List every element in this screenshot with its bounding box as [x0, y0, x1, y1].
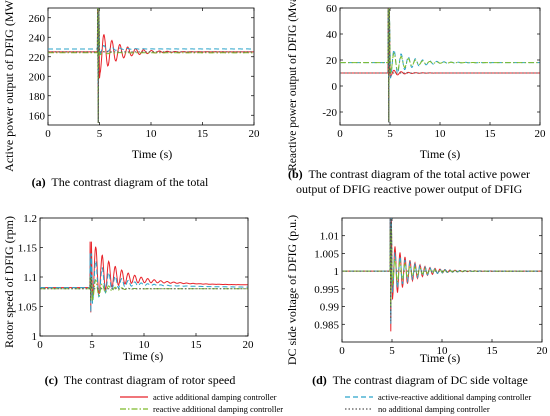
y-tick-label: 160: [29, 110, 46, 122]
legend-label-active: active additional damping controller: [153, 392, 277, 402]
plot-a: 0 5 10 15 20 160 180 200 220 240 260: [29, 7, 261, 140]
plot-d: 0 5 10 15 20 0.985 0.99 0.995 1 1.005 1.01: [314, 217, 549, 357]
plot-b-lines: [340, 8, 540, 123]
panel-d-xlabel: Time (s): [420, 351, 461, 365]
x-tick-label: 10: [139, 339, 151, 351]
plot-c-lines: [40, 241, 248, 313]
y-tick-label: 260: [29, 13, 46, 25]
panel-c-caption: (c) The contrast diagram of rotor speed: [45, 373, 236, 387]
series-line-active: [40, 241, 248, 313]
y-tick-label: -20: [322, 107, 337, 119]
y-tick-label: 1.05: [18, 302, 38, 314]
panel-a-caption-text: The contrast diagram of the total: [51, 175, 209, 189]
panel-c-caption-tag: (c): [45, 373, 58, 387]
y-tick-label: 0.995: [314, 284, 339, 296]
panel-c-caption-text: The contrast diagram of rotor speed: [64, 373, 236, 387]
x-tick-label: 15: [487, 345, 499, 357]
x-tick-label: 0: [339, 345, 345, 357]
plot-a-lines: [48, 8, 254, 124]
y-tick-label: 1.2: [23, 213, 37, 225]
panel-b-ylabel: Reactive power output of DFIG (Mvar): [287, 0, 299, 171]
panel-d-caption: (d) The contrast diagram of DC side volt…: [312, 373, 528, 387]
y-tick-label: 1.005: [314, 248, 339, 260]
y-tick-label: 1.01: [320, 231, 339, 243]
series-line-none: [342, 218, 542, 321]
y-tick-label: 0.99: [320, 302, 340, 314]
series-line-active-reactive: [48, 8, 254, 124]
x-tick-label: 20: [535, 128, 547, 140]
x-tick-label: 20: [249, 128, 261, 140]
panel-a: Active power output of DFIG (MW) Time (s…: [2, 0, 209, 189]
x-tick-label: 5: [97, 128, 103, 140]
x-tick-label: 20: [537, 345, 549, 357]
series-line-active: [48, 8, 254, 124]
y-tick-label: 0: [332, 81, 338, 93]
x-tick-label: 10: [146, 128, 158, 140]
x-tick-label: 0: [45, 128, 51, 140]
x-tick-label: 5: [387, 128, 393, 140]
panel-c-ylabel: Rotor speed of DFIG (rpm): [2, 216, 16, 348]
x-tick-label: 10: [437, 345, 449, 357]
x-tick-label: 0: [37, 339, 43, 351]
panel-b-caption: (b) The contrast diagram of the total ac…: [288, 167, 533, 196]
y-tick-label: 1: [32, 331, 38, 343]
panel-d-ylabel: DC side voltage of DFIG (p.u.): [285, 215, 299, 365]
x-tick-label: 0: [337, 128, 343, 140]
x-tick-label: 20: [243, 339, 255, 351]
y-tick-label: 20: [326, 55, 338, 67]
legend-label-reactive: reactive additional damping controller: [153, 404, 283, 414]
plot-c: 0 5 10 15 20 1 1.05 1.1 1.15 1.2: [18, 213, 254, 351]
y-tick-label: 1.1: [23, 272, 37, 284]
series-line-active-reactive: [40, 253, 248, 313]
panel-a-caption-tag: (a): [32, 175, 46, 189]
y-tick-label: 60: [326, 3, 338, 15]
panel-b: Reactive power output of DFIG (Mvar) Tim…: [287, 0, 533, 196]
y-tick-label: 200: [29, 71, 46, 83]
legend-label-none: no additional damping controller: [378, 404, 490, 414]
legend: active additional damping controller act…: [120, 392, 531, 414]
series-line-reactive: [340, 8, 540, 123]
panel-a-ylabel: Active power output of DFIG (MW): [2, 0, 16, 172]
panel-c-xlabel: Time (s): [123, 349, 164, 363]
panel-d-caption-text: The contrast diagram of DC side voltage: [333, 373, 528, 387]
panel-b-caption-text-1: The contrast diagram of the total active…: [308, 167, 530, 181]
panel-d: DC side voltage of DFIG (p.u.) Time (s) …: [285, 215, 528, 387]
panel-b-caption-tag: (b): [288, 167, 303, 181]
x-tick-label: 5: [389, 345, 395, 357]
y-tick-label: 1: [334, 266, 340, 278]
x-tick-label: 15: [197, 128, 209, 140]
panel-c: Rotor speed of DFIG (rpm) Time (s) (c) T…: [2, 216, 235, 387]
legend-label-active-reactive: active-reactive additional damping contr…: [378, 392, 531, 402]
x-tick-label: 15: [191, 339, 203, 351]
y-tick-label: 220: [29, 52, 46, 64]
y-tick-label: 180: [29, 91, 46, 103]
plot-d-lines: [342, 218, 542, 332]
panel-a-xlabel: Time (s): [132, 147, 173, 161]
y-tick-label: 1.15: [18, 243, 38, 255]
series-line-none: [340, 8, 540, 123]
y-tick-label: 40: [326, 29, 338, 41]
y-tick-label: 0.985: [314, 319, 339, 331]
x-tick-label: 15: [485, 128, 497, 140]
panel-b-caption-text-2: output of DFIG reactive power output of …: [296, 182, 523, 196]
panel-a-caption: (a) The contrast diagram of the total: [32, 175, 209, 189]
x-tick-label: 5: [89, 339, 95, 351]
series-line-reactive: [48, 8, 254, 124]
series-line-none: [40, 276, 248, 301]
y-tick-label: 240: [29, 32, 46, 44]
series-line-reactive: [342, 228, 542, 307]
x-tick-label: 10: [435, 128, 447, 140]
panel-b-xlabel: Time (s): [420, 147, 461, 161]
panel-d-caption-tag: (d): [312, 373, 327, 387]
